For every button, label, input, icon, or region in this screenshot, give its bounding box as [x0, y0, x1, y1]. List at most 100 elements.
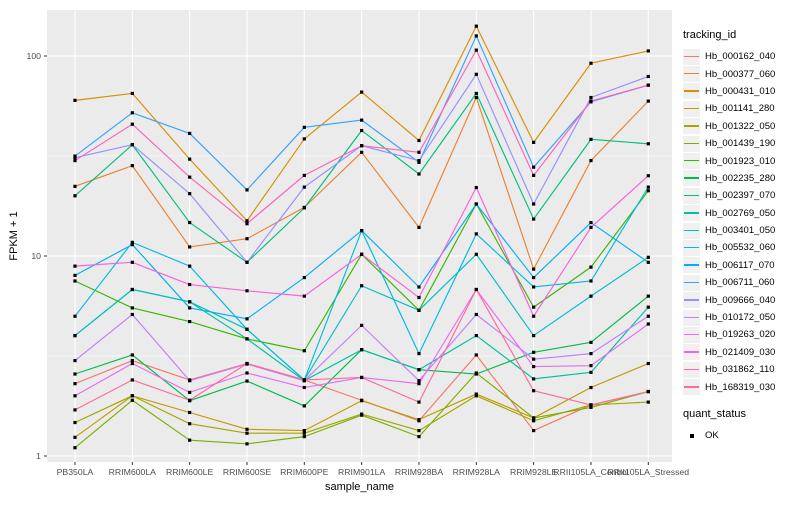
legend-item: Hb_005532_060: [683, 239, 775, 256]
data-point-Hb_001322_050-RRIM928BA: [417, 428, 421, 433]
legend-item-label: Hb_031862_110: [705, 364, 775, 376]
legend-item-label: Hb_001141_280: [705, 103, 775, 115]
y-tick-label: 1: [36, 451, 41, 461]
x-tick-label: RRII105LA_Stressed: [607, 467, 689, 477]
data-point-Hb_001923_010-PB350LA: [73, 279, 77, 283]
data-point-Hb_000377_060-RRIM600LE: [188, 245, 192, 249]
data-point-Hb_003401_050-RRIM600LA: [130, 287, 134, 292]
x-tick-label: RRII105LA_Control: [553, 467, 628, 477]
data-point-Hb_002397_070-RRIM600LE: [188, 220, 192, 225]
data-point-Hb_001141_280-RRII105LA_Stressed: [646, 361, 650, 366]
legend-key-line-icon: [683, 257, 700, 274]
x-tick-label: RRIM928BA: [395, 467, 443, 477]
data-point-Hb_005532_060-RRIM600SE: [245, 327, 249, 331]
quant-status-items: OK: [683, 427, 775, 444]
legend-key-color-line: [684, 125, 699, 127]
data-point-Hb_002769_050-RRIM928LE: [532, 377, 536, 381]
data-point-Hb_000377_060-PB350LA: [73, 184, 77, 188]
data-point-Hb_002235_280-RRII105LA_Control: [589, 340, 593, 344]
legend-key-color-line: [684, 90, 699, 92]
data-point-Hb_002397_070-RRIM928LE: [532, 217, 536, 221]
legend-item: Hb_001923_010: [683, 152, 775, 170]
data-point-Hb_021409_030-RRIM928BA: [417, 295, 421, 300]
data-point-Hb_021409_030-RRIM928LE: [532, 314, 536, 318]
legend: tracking_id Hb_000162_040 Hb_000377_060 Hb…: [683, 29, 775, 444]
x-tick-label: RRIM600PE: [280, 467, 328, 477]
data-point-Hb_001141_280-RRIM600LE: [188, 410, 192, 415]
data-point-Hb_002769_050-RRII105LA_Control: [589, 370, 593, 374]
data-point-Hb_001439_190-RRIM600LE: [188, 438, 192, 442]
data-point-Hb_001141_280-RRIM600SE: [245, 427, 249, 431]
legend-key-line-icon: [683, 170, 700, 187]
data-point-Hb_001322_050-RRIM600PE: [302, 431, 306, 435]
data-point-Hb_001923_010-RRIM600PE: [302, 349, 306, 353]
data-point-Hb_000377_060-RRIM600LA: [130, 164, 134, 168]
data-point-Hb_168319_030-RRII105LA_Stressed: [646, 389, 650, 394]
data-point-Hb_001439_190-RRIM901LA: [360, 413, 364, 417]
data-point-Hb_000162_040-RRIM928LA: [474, 353, 478, 357]
data-point-Hb_002769_050-RRIM901LA: [360, 348, 364, 352]
data-point-Hb_021409_030-RRIM600LE: [188, 282, 192, 287]
data-point-Hb_006117_070-RRIM600LA: [130, 243, 134, 247]
data-point-Hb_006117_070-RRIM600LE: [188, 306, 192, 310]
legend-key-line-icon: [683, 326, 700, 343]
data-point-Hb_168319_030-RRIM928LE: [532, 389, 536, 393]
data-point-Hb_021409_030-RRIM600SE: [245, 289, 249, 293]
legend-key-line-icon: [683, 379, 700, 396]
legend-item: Hb_002397_070: [683, 187, 775, 204]
legend-key-line-icon: [683, 274, 700, 291]
x-tick-label: RRIM928LA: [453, 467, 501, 477]
data-point-Hb_006711_060-RRIM928BA: [417, 160, 421, 164]
legend-key-line-icon: [683, 66, 700, 83]
legend-item: Hb_006117_070: [683, 257, 775, 274]
legend-item: Hb_031862_110: [683, 361, 775, 378]
data-point-Hb_019263_020-RRIM928BA: [417, 382, 421, 386]
data-point-Hb_001923_010-RRIM928LE: [532, 305, 536, 309]
data-point-Hb_010172_050-RRIM901LA: [360, 323, 364, 327]
data-point-Hb_006117_070-RRII105LA_Stressed: [646, 260, 650, 264]
data-point-Hb_001141_280-RRII105LA_Control: [589, 385, 593, 390]
legend-item-label: Hb_000431_010: [705, 85, 776, 97]
legend-key-line-icon: [683, 100, 700, 117]
data-point-Hb_000431_010-RRIM600LA: [130, 91, 134, 96]
data-point-Hb_168319_030-RRIM928LA: [474, 287, 478, 292]
data-point-Hb_031862_110-RRIM600SE: [245, 222, 249, 226]
x-axis-title: sample_name: [324, 481, 395, 493]
data-point-Hb_168319_030-RRIM600PE: [302, 378, 306, 382]
legend-key-color-line: [684, 142, 699, 145]
data-point-Hb_031862_110-RRIM928LA: [474, 48, 478, 52]
data-point-Hb_168319_030-RRIM928BA: [417, 400, 421, 404]
data-point-Hb_003401_050-RRII105LA_Stressed: [646, 255, 650, 259]
legend-key-line-icon: [683, 205, 700, 222]
quant-status-label: OK: [705, 430, 719, 441]
data-point-Hb_002235_280-RRIM928LA: [474, 372, 478, 376]
data-point-Hb_168319_030-RRII105LA_Control: [589, 403, 593, 407]
data-point-Hb_031862_110-RRIM600LA: [130, 122, 134, 126]
data-point-Hb_009666_040-RRII105LA_Control: [589, 95, 593, 100]
data-point-Hb_002769_050-RRIM928BA: [417, 368, 421, 372]
data-point-Hb_168319_030-RRIM600LE: [188, 398, 192, 402]
legend-title-quant-status: quant_status: [683, 407, 746, 420]
legend-key-line-icon: [683, 222, 700, 239]
data-point-Hb_005532_060-RRIM928BA: [417, 352, 421, 356]
legend-key-color-line: [684, 160, 699, 162]
data-point-Hb_006117_070-RRIM901LA: [360, 228, 364, 233]
data-point-Hb_006117_070-PB350LA: [73, 273, 77, 277]
legend-key-color-line: [684, 333, 699, 336]
data-point-Hb_002397_070-RRIM901LA: [360, 128, 364, 133]
data-point-Hb_021409_030-PB350LA: [73, 264, 77, 268]
data-point-Hb_005532_060-RRIM600LA: [130, 240, 134, 244]
data-point-Hb_001141_280-PB350LA: [73, 435, 77, 439]
legend-item-label: Hb_019263_020: [705, 329, 776, 341]
legend-items: Hb_000162_040 Hb_000377_060 Hb_000431_010 H…: [683, 48, 775, 396]
data-point-Hb_009666_040-RRIM600LE: [188, 192, 192, 196]
data-point-Hb_000431_010-RRIM928LE: [532, 140, 536, 144]
data-point-Hb_000162_040-PB350LA: [73, 382, 77, 386]
data-point-Hb_001322_050-PB350LA: [73, 420, 77, 425]
legend-item-label: Hb_010172_050: [705, 312, 776, 324]
data-point-Hb_005532_060-RRII105LA_Control: [589, 279, 593, 283]
data-point-Hb_001322_050-RRIM600LE: [188, 422, 192, 426]
data-point-Hb_031862_110-RRIM600PE: [302, 173, 306, 177]
y-tick-label: 10: [31, 251, 41, 261]
